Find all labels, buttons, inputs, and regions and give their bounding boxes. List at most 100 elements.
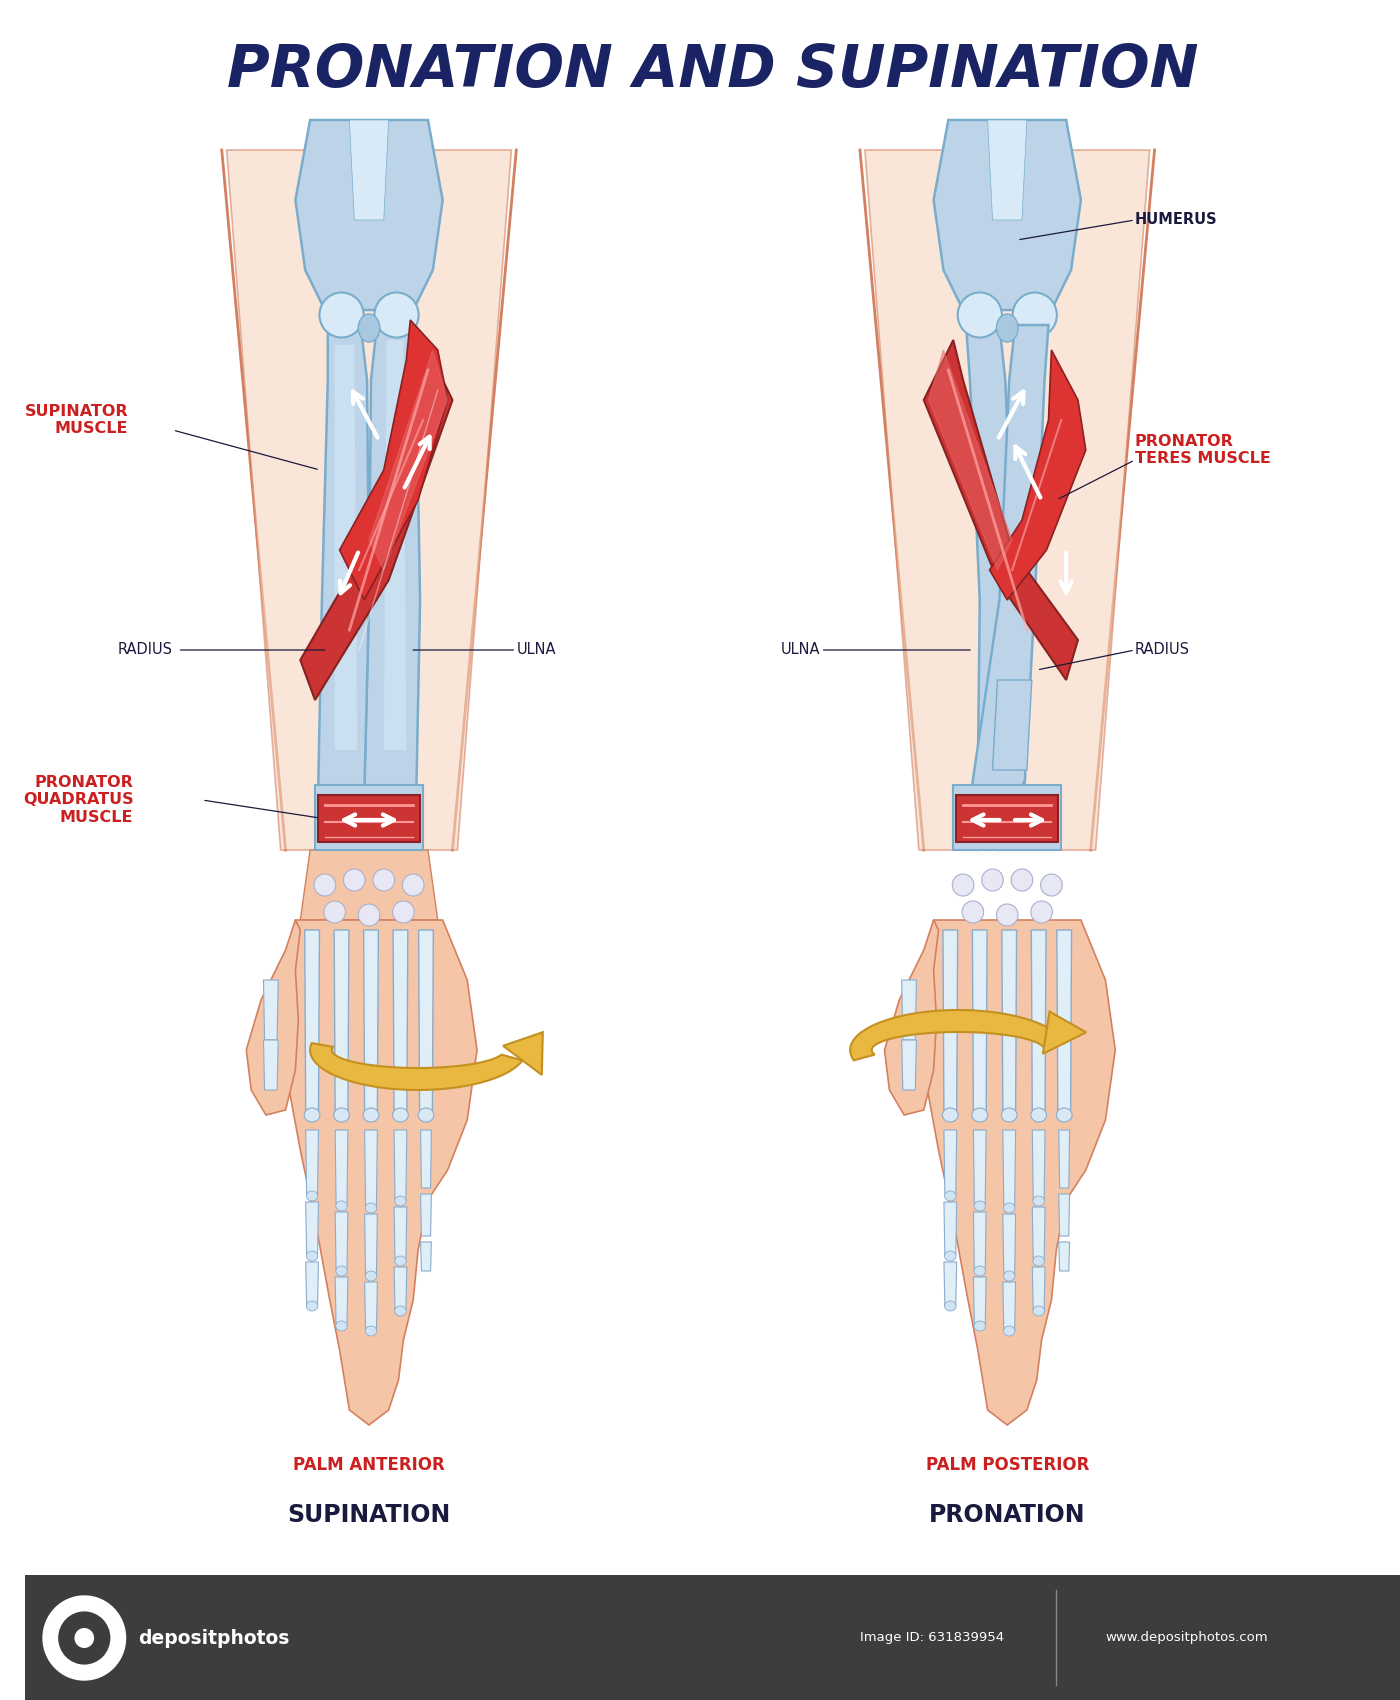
Polygon shape: [850, 1010, 1064, 1061]
Ellipse shape: [1030, 901, 1053, 923]
Polygon shape: [1032, 1207, 1044, 1261]
Polygon shape: [335, 1277, 349, 1326]
Polygon shape: [420, 1193, 431, 1236]
Polygon shape: [305, 930, 319, 1115]
Ellipse shape: [972, 1108, 987, 1122]
Ellipse shape: [945, 1300, 956, 1311]
Text: SUPINATOR
MUSCLE: SUPINATOR MUSCLE: [25, 405, 129, 437]
Ellipse shape: [333, 1108, 350, 1122]
Polygon shape: [918, 920, 1116, 1425]
Ellipse shape: [395, 1197, 406, 1205]
Ellipse shape: [997, 314, 1018, 342]
Polygon shape: [1002, 1214, 1015, 1277]
Polygon shape: [419, 930, 434, 1115]
Ellipse shape: [981, 869, 1004, 891]
Ellipse shape: [343, 869, 365, 891]
Polygon shape: [318, 796, 420, 842]
Polygon shape: [335, 1130, 349, 1205]
Text: PRONATION AND SUPINATION: PRONATION AND SUPINATION: [227, 41, 1198, 99]
Polygon shape: [364, 325, 420, 850]
Polygon shape: [1058, 1130, 1070, 1188]
Text: HUMERUS: HUMERUS: [1135, 212, 1218, 228]
Polygon shape: [393, 1207, 407, 1261]
Polygon shape: [973, 1212, 986, 1272]
Polygon shape: [944, 1261, 956, 1306]
Polygon shape: [393, 1130, 407, 1200]
Text: PRONATOR
TERES MUSCLE: PRONATOR TERES MUSCLE: [1135, 434, 1271, 466]
Ellipse shape: [358, 904, 379, 927]
Text: RADIUS: RADIUS: [1135, 643, 1190, 658]
Polygon shape: [902, 1040, 917, 1090]
Polygon shape: [1058, 1243, 1070, 1272]
Polygon shape: [305, 1130, 318, 1197]
Ellipse shape: [363, 1108, 379, 1122]
Ellipse shape: [1033, 1197, 1044, 1205]
Polygon shape: [300, 340, 452, 700]
Ellipse shape: [372, 869, 395, 891]
Ellipse shape: [307, 1300, 318, 1311]
Ellipse shape: [945, 1251, 956, 1261]
Ellipse shape: [1033, 1256, 1044, 1266]
Ellipse shape: [1004, 1272, 1015, 1282]
Text: PRONATION: PRONATION: [930, 1503, 1085, 1527]
Ellipse shape: [323, 901, 346, 923]
Ellipse shape: [319, 292, 364, 338]
Polygon shape: [990, 350, 1086, 600]
Ellipse shape: [395, 1306, 406, 1316]
Ellipse shape: [942, 1108, 958, 1122]
Ellipse shape: [314, 874, 336, 896]
Polygon shape: [300, 850, 438, 920]
Polygon shape: [1002, 1130, 1015, 1209]
Polygon shape: [420, 1243, 431, 1272]
Ellipse shape: [997, 904, 1018, 927]
Polygon shape: [263, 979, 279, 1040]
Polygon shape: [944, 930, 958, 1115]
Polygon shape: [263, 1040, 279, 1090]
Polygon shape: [364, 1130, 378, 1209]
Ellipse shape: [336, 1321, 347, 1331]
Polygon shape: [315, 785, 423, 850]
Ellipse shape: [1030, 1108, 1047, 1122]
Ellipse shape: [374, 292, 419, 338]
Ellipse shape: [307, 1251, 318, 1261]
Polygon shape: [1032, 1266, 1044, 1311]
Text: RADIUS: RADIUS: [118, 643, 172, 658]
Ellipse shape: [962, 901, 984, 923]
Ellipse shape: [358, 314, 379, 342]
Polygon shape: [956, 796, 1058, 842]
Ellipse shape: [365, 1272, 377, 1282]
Text: PALM POSTERIOR: PALM POSTERIOR: [925, 1455, 1089, 1474]
Text: ULNA: ULNA: [781, 643, 820, 658]
Circle shape: [57, 1610, 112, 1666]
Ellipse shape: [365, 1204, 377, 1214]
Ellipse shape: [952, 874, 974, 896]
Polygon shape: [246, 920, 300, 1115]
Ellipse shape: [974, 1200, 986, 1210]
Ellipse shape: [395, 1256, 406, 1266]
Ellipse shape: [304, 1108, 321, 1122]
Ellipse shape: [392, 1108, 409, 1122]
Polygon shape: [384, 340, 406, 750]
Polygon shape: [1057, 930, 1071, 1115]
Ellipse shape: [365, 1326, 377, 1336]
Polygon shape: [393, 1266, 407, 1311]
Polygon shape: [1032, 1130, 1044, 1200]
Polygon shape: [966, 325, 1049, 850]
Polygon shape: [503, 1032, 543, 1074]
Polygon shape: [924, 340, 1078, 680]
Polygon shape: [340, 320, 448, 600]
Polygon shape: [335, 345, 357, 750]
Ellipse shape: [1040, 874, 1063, 896]
Polygon shape: [364, 1214, 378, 1277]
Polygon shape: [25, 1574, 1400, 1700]
Ellipse shape: [974, 1321, 986, 1331]
Polygon shape: [350, 121, 389, 219]
Ellipse shape: [945, 1192, 956, 1200]
Polygon shape: [305, 1261, 318, 1306]
Polygon shape: [1058, 1193, 1070, 1236]
Polygon shape: [973, 1277, 986, 1326]
Ellipse shape: [974, 1266, 986, 1277]
Polygon shape: [420, 1130, 431, 1188]
Ellipse shape: [1011, 869, 1033, 891]
Ellipse shape: [419, 1108, 434, 1122]
